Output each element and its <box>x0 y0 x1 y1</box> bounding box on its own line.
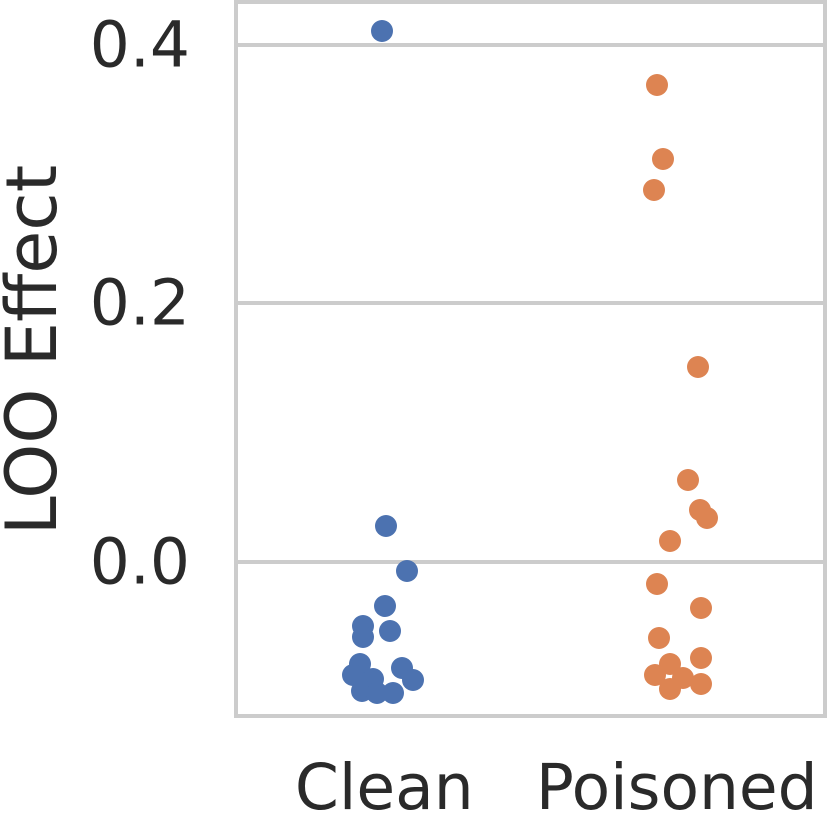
data-point-poisoned <box>645 572 668 595</box>
data-point-poisoned <box>647 626 670 649</box>
data-point-poisoned <box>695 506 718 529</box>
data-point-clean <box>374 594 397 617</box>
data-point-poisoned <box>651 147 674 170</box>
data-point-clean <box>402 669 425 692</box>
data-point-clean <box>379 620 402 643</box>
gridline-y-0.2 <box>238 301 823 306</box>
data-point-poisoned <box>645 74 668 97</box>
data-point-clean <box>375 514 398 537</box>
data-point-poisoned <box>686 355 709 378</box>
data-point-poisoned <box>676 469 699 492</box>
data-point-poisoned <box>658 530 681 553</box>
data-point-poisoned <box>689 597 712 620</box>
plot-area <box>234 0 827 718</box>
gridline-y-0.4 <box>238 43 823 48</box>
x-tick-label-poisoned: Poisoned <box>535 751 818 824</box>
data-point-clean <box>371 20 394 43</box>
data-point-poisoned <box>689 673 712 696</box>
data-point-poisoned <box>689 647 712 670</box>
y-axis-label: LOO Effect <box>0 164 73 536</box>
data-point-poisoned <box>642 178 665 201</box>
y-tick-label-0-4: 0.4 <box>89 8 190 82</box>
x-tick-label-clean: Clean <box>294 751 474 824</box>
data-point-clean <box>382 682 405 705</box>
gridline-y-0 <box>238 559 823 564</box>
data-point-clean <box>396 559 419 582</box>
data-point-poisoned <box>658 678 681 701</box>
y-tick-label-0-0: 0.0 <box>89 525 190 599</box>
data-point-poisoned <box>643 664 666 687</box>
data-point-clean <box>352 625 375 648</box>
y-tick-label-0-2: 0.2 <box>89 266 190 340</box>
